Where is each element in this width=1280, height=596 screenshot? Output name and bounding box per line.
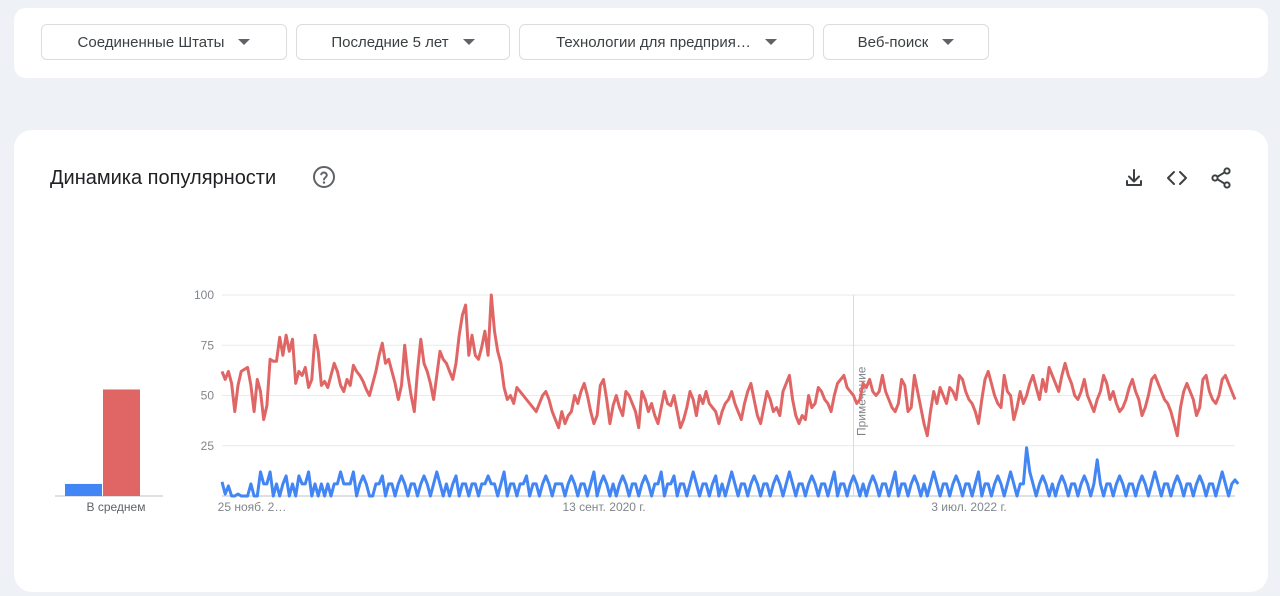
category-label: Технологии для предприя… (556, 33, 751, 51)
period-label: Последние 5 лет (331, 33, 449, 51)
y-tick-label: 75 (201, 338, 215, 352)
region-dropdown[interactable]: Соединенные Штаты (41, 24, 287, 60)
x-tick-label: 3 июл. 2022 г. (931, 500, 1006, 514)
help-circle-icon[interactable] (312, 165, 336, 189)
filters-bar: Соединенные Штаты Последние 5 лет Технол… (14, 8, 1268, 78)
y-tick-label: 50 (201, 389, 215, 403)
average-bar-red (103, 389, 140, 496)
y-tick-label: 100 (194, 288, 214, 302)
chevron-down-icon (942, 39, 955, 45)
download-icon[interactable] (1122, 166, 1146, 190)
card-title: Динамика популярности (50, 167, 277, 189)
chevron-down-icon (238, 39, 251, 45)
average-bar-blue (65, 483, 102, 496)
region-label: Соединенные Штаты (77, 33, 225, 51)
search-type-label: Веб-поиск (857, 33, 929, 51)
averages-label: В среднем (86, 500, 146, 514)
period-dropdown[interactable]: Последние 5 лет (296, 24, 510, 60)
share-icon[interactable] (1209, 166, 1233, 190)
category-dropdown[interactable]: Технологии для предприя… (519, 24, 814, 60)
interest-over-time-card: Динамика популярности 100 75 50 25 Примечани… (14, 130, 1268, 592)
chevron-down-icon (764, 39, 777, 45)
chevron-down-icon (462, 39, 475, 45)
x-tick-label: 13 сент. 2020 г. (562, 500, 645, 514)
search-type-dropdown[interactable]: Веб-поиск (823, 24, 989, 60)
series-line-red (220, 293, 1237, 438)
y-tick-label: 25 (201, 439, 215, 453)
x-tick-label: 25 нояб. 2… (218, 500, 287, 514)
code-icon[interactable] (1165, 166, 1189, 190)
series-line-blue (220, 446, 1240, 498)
